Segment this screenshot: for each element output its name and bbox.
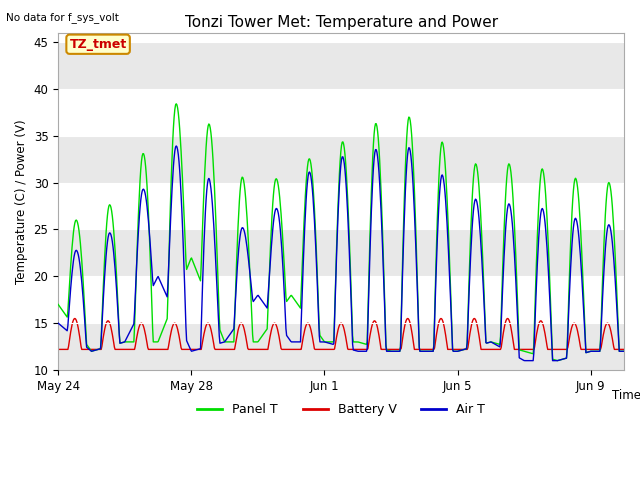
Legend: Panel T, Battery V, Air T: Panel T, Battery V, Air T (192, 398, 490, 421)
Bar (58, 229, 624, 276)
Bar (58, 42, 624, 89)
Y-axis label: Temperature (C) / Power (V): Temperature (C) / Power (V) (15, 119, 28, 284)
Text: No data for f_sys_volt: No data for f_sys_volt (6, 12, 119, 23)
Bar (58, 323, 624, 370)
Bar (58, 136, 624, 182)
X-axis label: Time: Time (612, 389, 640, 402)
Title: Tonzi Tower Met: Temperature and Power: Tonzi Tower Met: Temperature and Power (184, 15, 498, 30)
Text: TZ_tmet: TZ_tmet (70, 38, 127, 51)
